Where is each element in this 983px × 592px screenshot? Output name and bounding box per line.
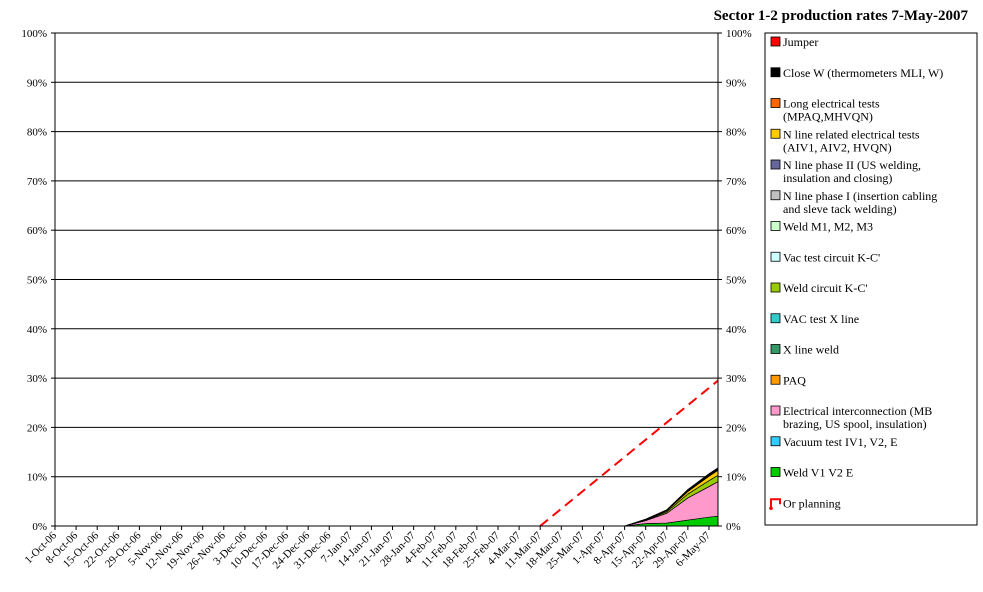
legend-label-n-line-phase-i-insertion-cabling-and-sleve-tack-welding: N line phase I (insertion cabling bbox=[783, 189, 937, 203]
y-tick-label: 10% bbox=[27, 472, 47, 484]
legend-label-vac-test-x-line: VAC test X line bbox=[783, 312, 859, 326]
legend-swatch-vac-test-x-line bbox=[770, 313, 781, 324]
legend-label-electrical-interconnection-mb-brazing-us-spool-insulation: Electrical interconnection (MB bbox=[783, 404, 932, 418]
legend-swatch-n-line-related-electrical-tests-aiv1-aiv2-hvqn bbox=[770, 128, 781, 139]
legend-label-long-electrical-tests-mpaq-mhvqn: (MPAQ,MHVQN) bbox=[783, 110, 873, 124]
y2-tick-label: 40% bbox=[726, 324, 746, 336]
legend-swatch-paq bbox=[770, 374, 781, 385]
legend-swatch-weld-v1-v2-e bbox=[770, 467, 781, 477]
legend-label-weld-m1-m2-m3: Weld M1, M2, M3 bbox=[783, 220, 873, 234]
y2-tick-label: 20% bbox=[726, 422, 746, 434]
planning-line bbox=[539, 379, 719, 527]
legend-label-vacuum-test-iv1-v2-e: Vacuum test IV1, V2, E bbox=[783, 435, 897, 449]
legend-swatch-weld-circuit-k-c bbox=[770, 282, 781, 293]
legend-swatch-dot bbox=[769, 506, 773, 511]
legend-swatch-x-line-weld bbox=[770, 344, 781, 354]
y-tick-label: 60% bbox=[27, 225, 47, 237]
legend-swatch-weld-m1-m2-m3 bbox=[770, 221, 781, 231]
legend-label-weld-circuit-k-c: Weld circuit K-C' bbox=[783, 281, 868, 295]
y2-tick-label: 100% bbox=[726, 28, 752, 40]
legend-label-vac-test-circuit-k-c: Vac test circuit K-C' bbox=[783, 250, 880, 264]
legend: Jumper Close W (thermometers MLI, W) Long … bbox=[764, 32, 978, 526]
grid-layer bbox=[55, 32, 718, 527]
y-tick-label: 0% bbox=[32, 521, 47, 533]
legend-label-paq: PAQ bbox=[783, 373, 806, 387]
legend-label-x-line-weld: X line weld bbox=[783, 343, 839, 357]
legend-label-or-planning: Or planning bbox=[783, 496, 841, 510]
y-tick-label: 90% bbox=[27, 77, 47, 89]
legend-label-jumper: Jumper bbox=[783, 35, 818, 49]
legend-label-n-line-phase-i-insertion-cabling-and-sleve-tack-welding: and sleve tack welding) bbox=[783, 202, 897, 216]
y-tick-label: 20% bbox=[27, 422, 47, 434]
legend-swatch-n-line-phase-i-insertion-cabling-and-sleve-tack-welding bbox=[770, 190, 781, 201]
y2-tick-label: 90% bbox=[726, 77, 746, 89]
y-tick-label: 40% bbox=[27, 324, 47, 336]
y-tick-label: 100% bbox=[21, 28, 47, 40]
y-tick-label: 30% bbox=[27, 373, 47, 385]
legend-label-n-line-phase-ii-us-welding-insulation-and-closing: N line phase II (US welding, bbox=[783, 158, 921, 172]
legend-swatch-long-electrical-tests-mpaq-mhvqn bbox=[770, 98, 781, 108]
y2-tick-label: 60% bbox=[726, 225, 746, 237]
y-tick-label: 80% bbox=[27, 127, 47, 139]
legend-swatch-or-planning bbox=[770, 498, 781, 509]
legend-label-close-w-thermometers-mli-w: Close W (thermometers MLI, W) bbox=[783, 66, 943, 80]
y2-tick-label: 50% bbox=[726, 275, 746, 287]
legend-label-long-electrical-tests-mpaq-mhvqn: Long electrical tests bbox=[783, 97, 880, 111]
y2-tick-label: 70% bbox=[726, 176, 746, 188]
legend-label-n-line-phase-ii-us-welding-insulation-and-closing: insulation and closing) bbox=[783, 171, 892, 185]
y2-tick-label: 80% bbox=[726, 127, 746, 139]
legend-label-weld-v1-v2-e: Weld V1 V2 E bbox=[783, 466, 853, 480]
legend-swatch-close-w-thermometers-mli-w bbox=[770, 67, 781, 78]
legend-label-n-line-related-electrical-tests-aiv1-aiv2-hvqn: (AIV1, AIV2, HVQN) bbox=[783, 140, 892, 154]
legend-frame bbox=[764, 32, 978, 526]
axis-layer: 0% 0% 10% 10% 20% 20% 30% 30% 40% 40% 50% 50% 60% 60%… bbox=[21, 28, 751, 572]
legend-label-electrical-interconnection-mb-brazing-us-spool-insulation: brazing, US spool, insulation) bbox=[783, 417, 927, 431]
plan-layer bbox=[539, 379, 719, 527]
y-tick-label: 70% bbox=[27, 176, 47, 188]
legend-label-n-line-related-electrical-tests-aiv1-aiv2-hvqn: N line related electrical tests bbox=[783, 127, 920, 141]
legend-swatch-electrical-interconnection-mb-brazing-us-spool-insulation bbox=[770, 405, 781, 416]
legend-swatch-vac-test-circuit-k-c bbox=[770, 251, 781, 262]
legend-swatch-n-line-phase-ii-us-welding-insulation-and-closing bbox=[770, 159, 781, 170]
y2-tick-label: 0% bbox=[726, 521, 741, 533]
y2-tick-label: 10% bbox=[726, 472, 746, 484]
y-tick-label: 50% bbox=[27, 275, 47, 287]
legend-swatch-jumper bbox=[770, 36, 781, 47]
y2-tick-label: 30% bbox=[726, 373, 746, 385]
legend-swatch-vacuum-test-iv1-v2-e bbox=[770, 436, 781, 447]
chart-title: Sector 1-2 production rates 7-May-2007 bbox=[714, 8, 969, 24]
